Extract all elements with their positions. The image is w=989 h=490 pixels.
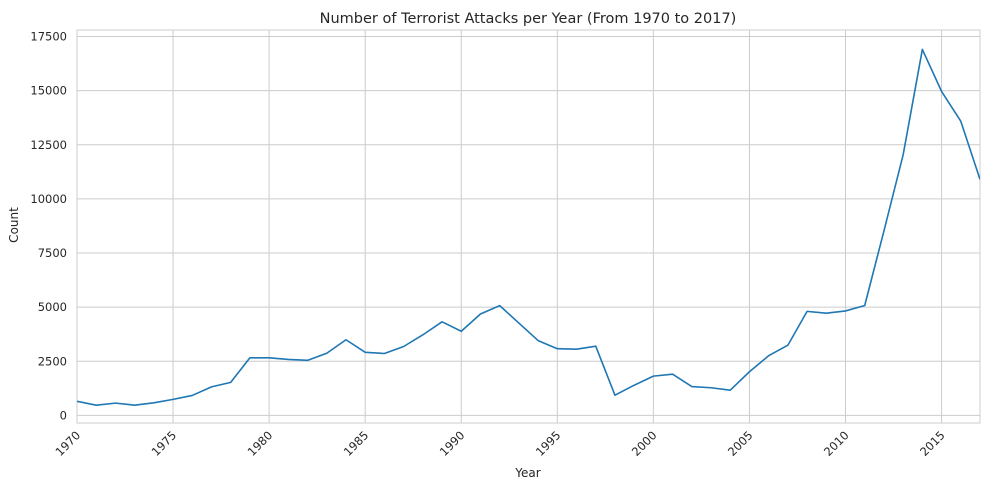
plot-frame (76, 29, 981, 424)
line-layer (77, 48, 980, 407)
chart-title: Number of Terrorist Attacks per Year (Fr… (320, 11, 737, 27)
y-tick-label: 12500 (30, 138, 67, 152)
y-tick-label: 7500 (38, 246, 67, 260)
grid-layer (76, 30, 980, 423)
y-axis-label: Count (7, 207, 21, 243)
y-tick-label: 10000 (30, 192, 67, 206)
y-tick-label: 5000 (38, 300, 67, 314)
x-axis-label: Year (514, 466, 540, 480)
y-tick-label: 0 (60, 408, 67, 422)
y-tick-label: 2500 (38, 354, 67, 368)
y-tick-label: 15000 (30, 84, 67, 98)
y-tick-label: 17500 (30, 29, 67, 43)
